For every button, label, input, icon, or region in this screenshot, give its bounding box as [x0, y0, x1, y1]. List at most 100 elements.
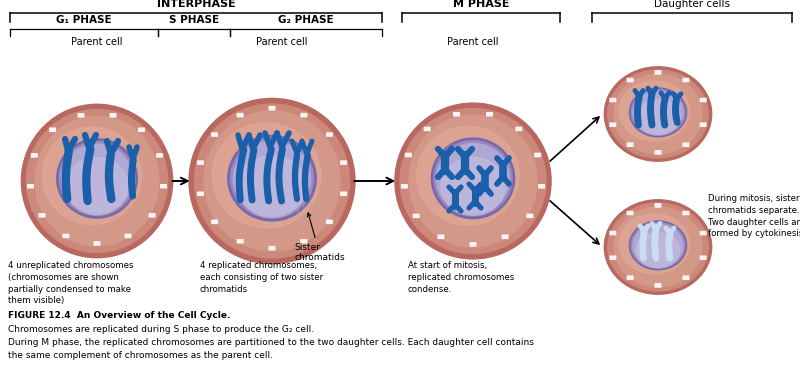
Ellipse shape — [26, 110, 168, 252]
Ellipse shape — [228, 136, 316, 221]
Ellipse shape — [238, 156, 306, 218]
Ellipse shape — [400, 108, 546, 254]
Ellipse shape — [434, 141, 512, 216]
FancyBboxPatch shape — [405, 153, 412, 157]
Text: S PHASE: S PHASE — [169, 15, 219, 25]
FancyBboxPatch shape — [160, 184, 167, 188]
FancyBboxPatch shape — [78, 113, 85, 117]
FancyBboxPatch shape — [269, 246, 275, 251]
Ellipse shape — [608, 203, 708, 291]
Ellipse shape — [62, 144, 132, 213]
Text: At start of mitosis,
replicated chromosomes
condense.: At start of mitosis, replicated chromoso… — [408, 261, 514, 294]
FancyBboxPatch shape — [538, 184, 545, 189]
Ellipse shape — [633, 91, 683, 134]
FancyBboxPatch shape — [700, 231, 706, 235]
FancyBboxPatch shape — [197, 160, 204, 165]
FancyBboxPatch shape — [211, 219, 218, 224]
FancyBboxPatch shape — [237, 239, 244, 244]
FancyBboxPatch shape — [682, 211, 690, 215]
FancyBboxPatch shape — [149, 213, 156, 218]
FancyBboxPatch shape — [94, 241, 101, 246]
FancyBboxPatch shape — [682, 276, 690, 280]
Text: G₂ PHASE: G₂ PHASE — [278, 15, 334, 25]
Ellipse shape — [636, 233, 680, 268]
Text: 4 replicated chromosomes,
each consisting of two sister
chromatids: 4 replicated chromosomes, each consistin… — [200, 261, 323, 294]
FancyBboxPatch shape — [700, 98, 706, 102]
FancyBboxPatch shape — [156, 153, 163, 158]
FancyBboxPatch shape — [211, 132, 218, 137]
Ellipse shape — [636, 100, 680, 135]
FancyBboxPatch shape — [654, 150, 662, 155]
FancyBboxPatch shape — [610, 255, 616, 260]
FancyBboxPatch shape — [300, 239, 307, 244]
Text: Parent cell: Parent cell — [447, 37, 498, 47]
FancyBboxPatch shape — [269, 106, 275, 111]
Ellipse shape — [409, 115, 537, 247]
Ellipse shape — [441, 157, 505, 215]
Ellipse shape — [22, 104, 173, 258]
FancyBboxPatch shape — [654, 70, 662, 75]
FancyBboxPatch shape — [413, 213, 420, 218]
FancyBboxPatch shape — [610, 98, 616, 102]
FancyBboxPatch shape — [340, 191, 347, 196]
FancyBboxPatch shape — [700, 255, 706, 260]
Ellipse shape — [631, 89, 685, 135]
Ellipse shape — [614, 207, 702, 287]
FancyBboxPatch shape — [326, 132, 333, 137]
FancyBboxPatch shape — [626, 276, 634, 280]
FancyBboxPatch shape — [110, 113, 117, 117]
Ellipse shape — [42, 127, 142, 224]
FancyBboxPatch shape — [62, 234, 70, 238]
FancyBboxPatch shape — [27, 184, 34, 188]
FancyBboxPatch shape — [453, 112, 460, 117]
FancyBboxPatch shape — [326, 219, 333, 224]
FancyBboxPatch shape — [125, 234, 132, 238]
Ellipse shape — [230, 138, 314, 218]
Ellipse shape — [59, 141, 135, 215]
Text: the same complement of chromosomes as the parent cell.: the same complement of chromosomes as th… — [8, 351, 273, 360]
FancyBboxPatch shape — [470, 242, 477, 247]
Ellipse shape — [395, 103, 551, 259]
FancyBboxPatch shape — [682, 143, 690, 147]
Ellipse shape — [204, 111, 340, 251]
FancyBboxPatch shape — [626, 78, 634, 82]
Text: 4 unreplicated chromosomes
(chromosomes are shown
partially condensed to make
th: 4 unreplicated chromosomes (chromosomes … — [8, 261, 134, 305]
Ellipse shape — [57, 139, 138, 218]
FancyBboxPatch shape — [424, 127, 430, 131]
Ellipse shape — [604, 200, 712, 294]
FancyBboxPatch shape — [138, 127, 145, 132]
FancyBboxPatch shape — [502, 235, 509, 239]
FancyBboxPatch shape — [654, 283, 662, 288]
FancyBboxPatch shape — [438, 235, 444, 239]
Text: INTERPHASE: INTERPHASE — [157, 0, 235, 9]
Ellipse shape — [631, 222, 685, 268]
Text: Daughter cells: Daughter cells — [654, 0, 730, 9]
FancyBboxPatch shape — [197, 191, 204, 196]
FancyBboxPatch shape — [654, 203, 662, 208]
Ellipse shape — [66, 158, 128, 215]
Text: Parent cell: Parent cell — [256, 37, 308, 47]
Text: During M phase, the replicated chromosomes are partitioned to the two daughter c: During M phase, the replicated chromosom… — [8, 338, 534, 347]
FancyBboxPatch shape — [340, 160, 347, 165]
Ellipse shape — [604, 67, 712, 161]
Text: Sister
chromatids: Sister chromatids — [294, 213, 345, 262]
Text: Parent cell: Parent cell — [71, 37, 122, 47]
FancyBboxPatch shape — [700, 122, 706, 127]
FancyBboxPatch shape — [486, 112, 493, 117]
Ellipse shape — [234, 141, 310, 215]
FancyBboxPatch shape — [610, 122, 616, 127]
Text: Chromosomes are replicated during S phase to produce the G₂ cell.: Chromosomes are replicated during S phas… — [8, 325, 314, 334]
Text: During mitosis, sister
chromatids separate.
Two daughter cells are
formed by cyt: During mitosis, sister chromatids separa… — [708, 194, 800, 238]
FancyBboxPatch shape — [626, 211, 634, 215]
Ellipse shape — [437, 143, 510, 213]
Ellipse shape — [189, 99, 355, 264]
FancyBboxPatch shape — [610, 231, 616, 235]
FancyBboxPatch shape — [237, 113, 244, 117]
FancyBboxPatch shape — [300, 113, 307, 117]
Ellipse shape — [35, 116, 159, 246]
Text: G₁ PHASE: G₁ PHASE — [56, 15, 112, 25]
FancyBboxPatch shape — [682, 78, 690, 82]
FancyBboxPatch shape — [38, 213, 46, 218]
FancyBboxPatch shape — [31, 153, 38, 158]
FancyBboxPatch shape — [49, 127, 56, 132]
